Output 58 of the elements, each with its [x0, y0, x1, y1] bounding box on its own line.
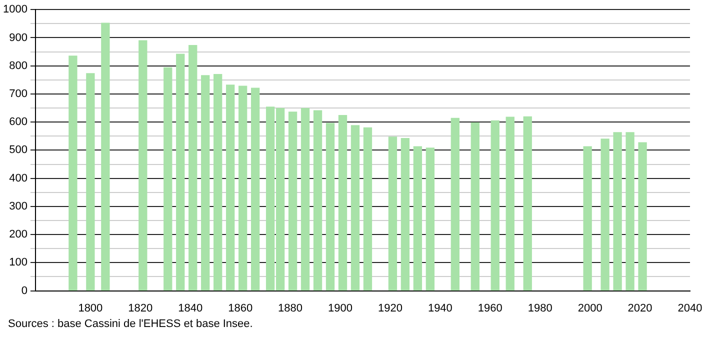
bar	[188, 44, 198, 291]
x-tick-label: 1860	[228, 302, 253, 314]
y-tick-label: 800	[9, 60, 28, 72]
bar	[250, 88, 260, 291]
x-tick-label: 2040	[678, 302, 702, 314]
bar	[176, 54, 185, 291]
y-tick-label: 100	[9, 256, 28, 269]
bar	[338, 115, 348, 291]
bar	[523, 116, 532, 291]
bar	[101, 22, 110, 291]
bar	[164, 67, 172, 291]
bar	[313, 110, 322, 291]
x-tick-label: 1800	[78, 302, 103, 314]
bar	[300, 108, 310, 291]
bar	[388, 136, 398, 291]
x-tick-label: 1940	[428, 302, 452, 314]
y-tick-label: 200	[9, 228, 28, 241]
bar	[86, 73, 95, 291]
bar	[426, 148, 435, 291]
bar	[238, 86, 248, 291]
y-tick-label: 300	[9, 200, 28, 212]
x-tick-label: 1820	[128, 302, 153, 314]
bar	[326, 122, 335, 291]
bar	[400, 138, 410, 291]
y-tick-label: 500	[9, 144, 28, 156]
source-note: Sources : base Cassini de l'EHESS et base Insee.	[8, 318, 253, 330]
x-tick-label: 2020	[628, 302, 652, 314]
bar	[201, 75, 210, 291]
bar	[413, 146, 422, 291]
y-tick-label: 600	[9, 116, 28, 128]
bar	[350, 125, 360, 291]
y-tick-label: 700	[9, 88, 28, 100]
bar	[638, 142, 647, 291]
bar	[470, 122, 480, 291]
bar	[626, 132, 634, 291]
x-tick-label: 2000	[578, 302, 602, 314]
x-tick-label: 1920	[378, 302, 402, 314]
bar	[138, 40, 148, 291]
bar	[600, 138, 610, 291]
y-tick-label: 400	[9, 172, 28, 184]
x-tick-label: 1840	[178, 302, 203, 314]
x-tick-label: 1960	[478, 302, 502, 314]
bar	[613, 132, 622, 291]
x-tick-label: 1980	[528, 302, 552, 314]
bar	[226, 84, 235, 291]
bar	[363, 127, 372, 291]
bar	[68, 56, 78, 291]
bar	[506, 116, 514, 291]
x-tick-label: 1900	[328, 302, 352, 314]
bar	[583, 146, 592, 291]
y-tick-label: 0	[21, 284, 28, 297]
x-tick-label: 1880	[278, 302, 303, 314]
y-tick-label: 900	[9, 32, 28, 44]
bar	[288, 112, 298, 291]
bar	[490, 120, 500, 291]
y-tick-label: 1000	[2, 4, 28, 16]
bar	[214, 74, 222, 291]
bar	[450, 118, 460, 291]
